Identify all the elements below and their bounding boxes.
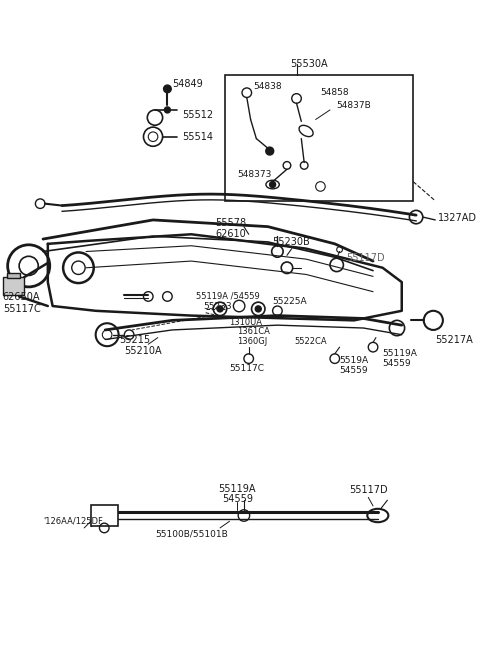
Bar bbox=[3, 277, 24, 294]
Circle shape bbox=[255, 306, 261, 312]
Text: 54559: 54559 bbox=[339, 365, 368, 374]
Text: 1360GJ: 1360GJ bbox=[237, 337, 267, 346]
Text: 55119A: 55119A bbox=[218, 484, 256, 493]
Text: 62650A: 62650A bbox=[3, 292, 40, 302]
Text: 55233: 55233 bbox=[203, 302, 231, 311]
Bar bbox=[225, 74, 413, 201]
Text: 548373: 548373 bbox=[237, 170, 272, 179]
Text: 54837B: 54837B bbox=[336, 101, 372, 110]
Text: 5519A: 5519A bbox=[339, 356, 369, 365]
Text: '126AA/125DF: '126AA/125DF bbox=[43, 517, 103, 526]
Text: 55100B/55101B: 55100B/55101B bbox=[155, 529, 228, 538]
Circle shape bbox=[164, 85, 171, 93]
Text: 54838: 54838 bbox=[253, 81, 282, 91]
Text: 55512: 55512 bbox=[182, 110, 213, 120]
Text: 55514: 55514 bbox=[182, 131, 213, 142]
Text: 54858: 54858 bbox=[321, 88, 349, 97]
Text: 54559: 54559 bbox=[222, 494, 253, 504]
Text: 55210A: 55210A bbox=[124, 346, 162, 356]
Text: 1361CA: 1361CA bbox=[237, 327, 270, 336]
Text: 62610: 62610 bbox=[215, 229, 246, 239]
Text: 55117C: 55117C bbox=[229, 364, 264, 373]
Circle shape bbox=[266, 147, 274, 155]
Bar bbox=[7, 273, 20, 279]
Text: 55217A: 55217A bbox=[435, 334, 473, 344]
Text: 54849: 54849 bbox=[172, 79, 203, 89]
Text: 54559: 54559 bbox=[383, 359, 411, 368]
Text: 55117C: 55117C bbox=[3, 304, 41, 314]
Text: 1327AD: 1327AD bbox=[438, 213, 477, 223]
Text: 55119A /54559: 55119A /54559 bbox=[196, 292, 260, 301]
Text: 1310UA: 1310UA bbox=[229, 318, 263, 327]
Text: 55530A: 55530A bbox=[290, 59, 328, 69]
Circle shape bbox=[217, 306, 223, 312]
Text: 55117D: 55117D bbox=[349, 485, 388, 495]
Text: 55230B: 55230B bbox=[273, 237, 311, 247]
Circle shape bbox=[165, 107, 170, 113]
Text: 55578: 55578 bbox=[215, 218, 246, 228]
Text: 55117D: 55117D bbox=[346, 253, 385, 263]
Text: 55215: 55215 bbox=[120, 334, 151, 344]
Text: 55225A: 55225A bbox=[273, 297, 307, 306]
Circle shape bbox=[270, 182, 276, 187]
Bar bbox=[91, 505, 118, 526]
Text: 55119A: 55119A bbox=[383, 350, 418, 358]
Text: 5522CA: 5522CA bbox=[295, 337, 327, 346]
